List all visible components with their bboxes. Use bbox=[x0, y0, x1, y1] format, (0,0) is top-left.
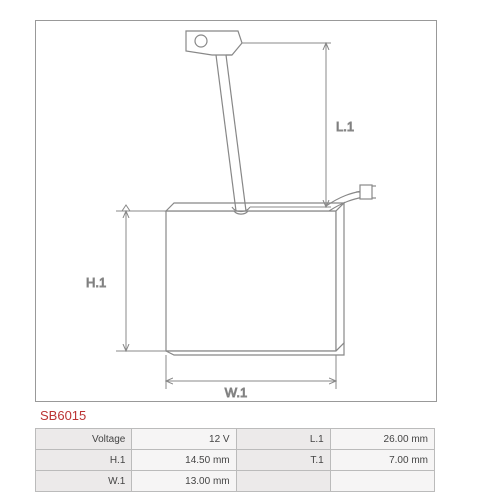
spec-val: 12 V bbox=[132, 429, 236, 450]
label-w1: W.1 bbox=[225, 385, 247, 400]
spec-key: T.1 bbox=[236, 450, 330, 471]
spec-val bbox=[330, 471, 434, 492]
dimension-l1: L.1 bbox=[242, 43, 354, 207]
brush-body bbox=[166, 203, 344, 355]
spec-table: Voltage12 VL.126.00 mmH.114.50 mmT.17.00… bbox=[35, 428, 435, 492]
table-row: Voltage12 VL.126.00 mm bbox=[36, 429, 435, 450]
dimension-h1: H.1 bbox=[86, 205, 166, 351]
terminal-lug bbox=[186, 31, 242, 55]
spec-val: 26.00 mm bbox=[330, 429, 434, 450]
spec-val: 13.00 mm bbox=[132, 471, 236, 492]
table-row: W.113.00 mm bbox=[36, 471, 435, 492]
drawing-svg: L.1 H.1 W.1 bbox=[36, 21, 436, 401]
lead-wire bbox=[216, 55, 250, 214]
table-row: H.114.50 mmT.17.00 mm bbox=[36, 450, 435, 471]
spec-val: 14.50 mm bbox=[132, 450, 236, 471]
part-number: SB6015 bbox=[40, 408, 86, 423]
label-h1: H.1 bbox=[86, 275, 106, 290]
spec-key: W.1 bbox=[36, 471, 132, 492]
spec-table-body: Voltage12 VL.126.00 mmH.114.50 mmT.17.00… bbox=[36, 429, 435, 492]
spec-key: Voltage bbox=[36, 429, 132, 450]
spec-val: 7.00 mm bbox=[330, 450, 434, 471]
label-l1: L.1 bbox=[336, 119, 354, 134]
spec-key: L.1 bbox=[236, 429, 330, 450]
spec-key bbox=[236, 471, 330, 492]
dimension-w1: W.1 bbox=[166, 355, 336, 400]
technical-drawing-frame: L.1 H.1 W.1 bbox=[35, 20, 437, 402]
spec-key: H.1 bbox=[36, 450, 132, 471]
